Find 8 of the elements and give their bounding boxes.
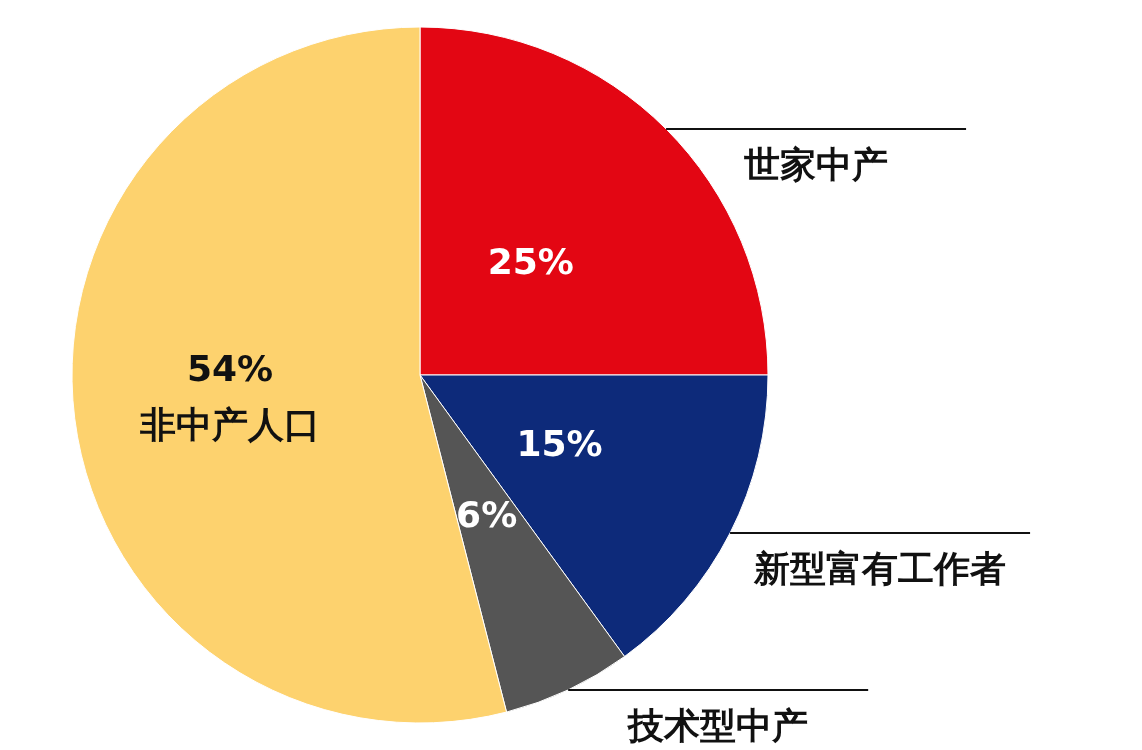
slice-label: 非中产人口 [139,403,321,445]
slice-label: 新型富有工作者 [753,547,1007,589]
data-label: 25% [487,241,574,283]
slice-label: 技术型中产 [626,704,809,746]
data-label: 15% [516,423,603,465]
slice-label: 世家中产 [744,143,889,185]
data-label: 6% [456,493,518,535]
data-label: 54% [187,347,274,389]
